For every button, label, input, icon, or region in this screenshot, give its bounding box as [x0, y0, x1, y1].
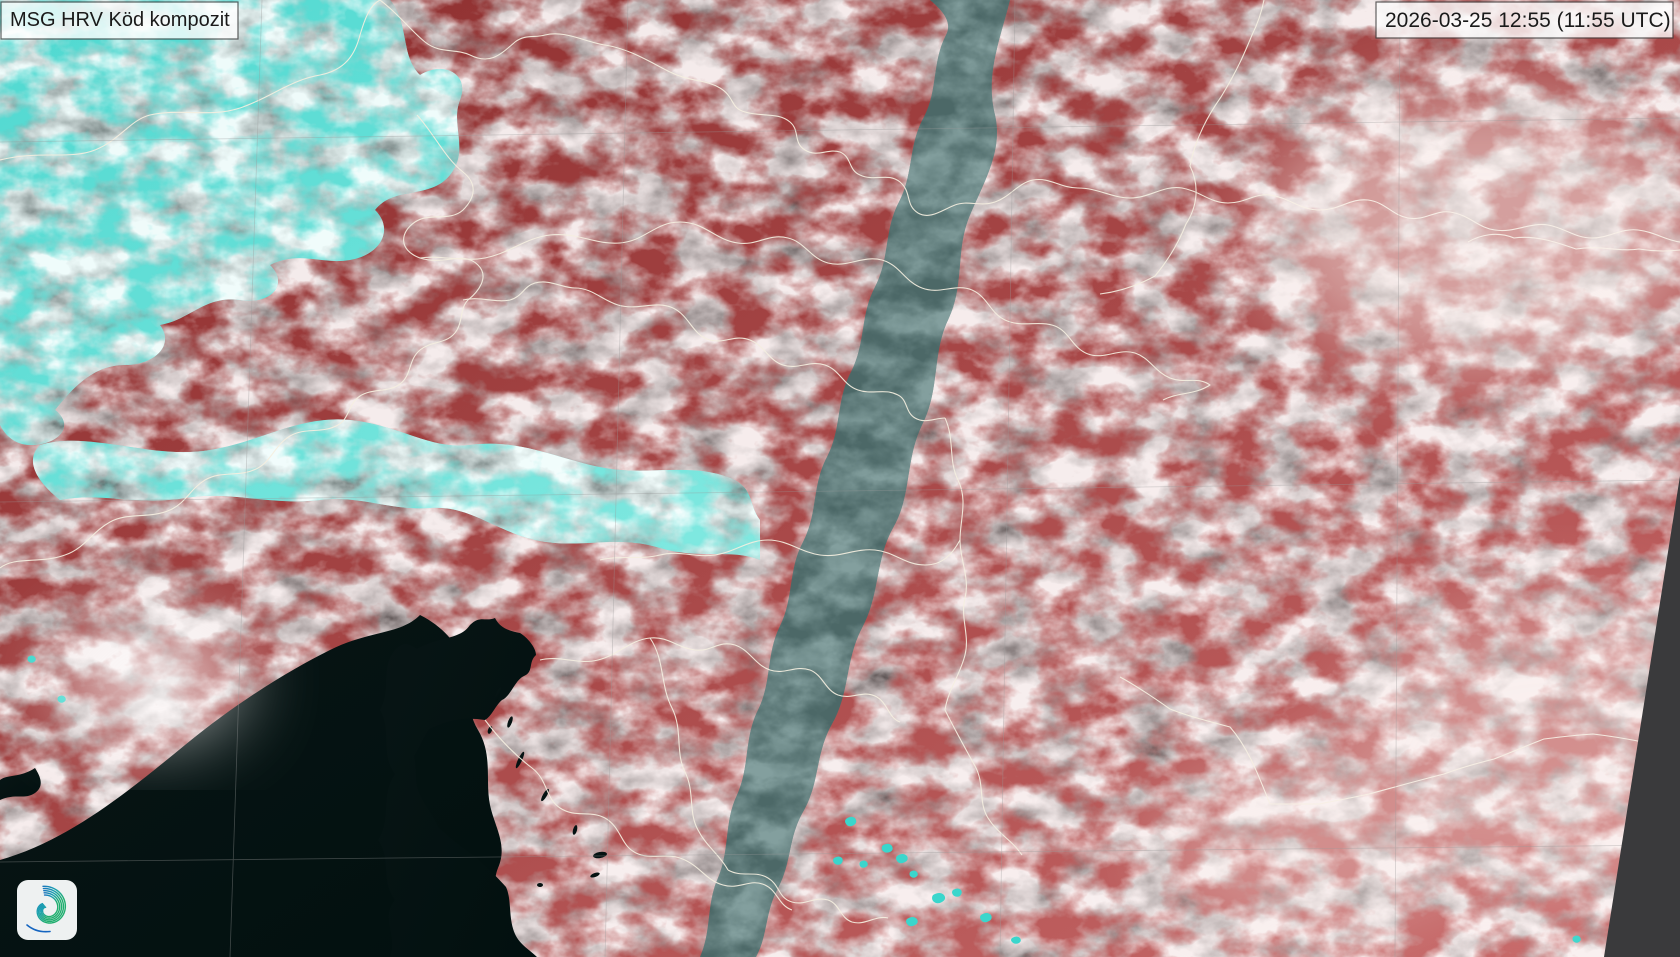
svg-text:MSG HRV Köd kompozit: MSG HRV Köd kompozit: [10, 9, 230, 31]
svg-text:2026-03-25 12:55 (11:55 UTC): 2026-03-25 12:55 (11:55 UTC): [1385, 9, 1671, 32]
